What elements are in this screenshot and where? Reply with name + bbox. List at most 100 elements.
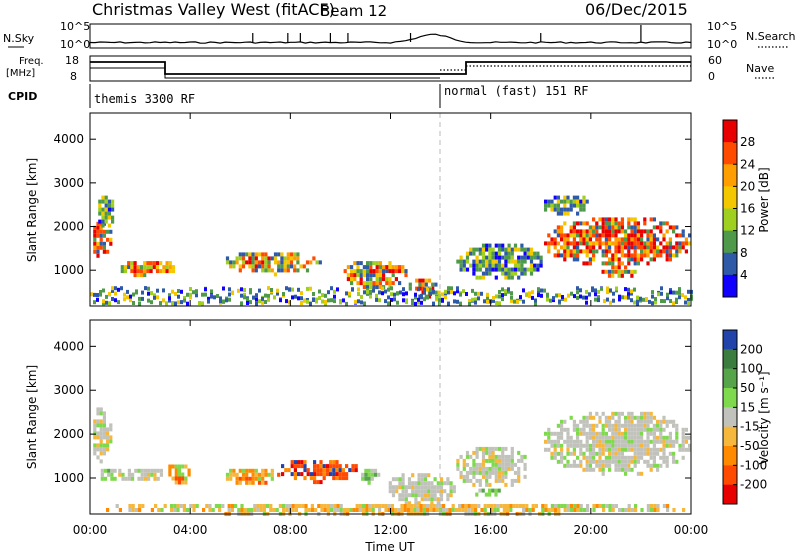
power-cell: [418, 294, 422, 299]
power-cell: [359, 269, 363, 274]
velocity-cell: [100, 472, 104, 477]
power-cell: [601, 249, 605, 254]
velocity-cell: [439, 493, 444, 498]
velocity-cell: [501, 454, 505, 459]
velocity-cell: [550, 455, 554, 460]
velocity-cell: [601, 435, 605, 440]
velocity-cell: [179, 504, 183, 508]
power-cell: [563, 199, 567, 204]
velocity-cell: [579, 447, 583, 452]
velocity-cell: [106, 435, 110, 440]
velocity-cell: [604, 431, 608, 436]
power-cell: [678, 295, 681, 300]
velocity-cell: [256, 508, 260, 512]
velocity-cell: [181, 464, 185, 469]
velocity-cell: [181, 472, 185, 477]
velocity-cell: [576, 427, 580, 432]
power-cell: [569, 241, 573, 246]
velocity-cell: [395, 485, 399, 490]
power-cell: [672, 225, 676, 230]
power-cell: [601, 241, 605, 246]
power-cell: [394, 265, 398, 270]
power-cell: [159, 301, 162, 306]
velocity-cell: [649, 431, 653, 436]
velocity-cell: [601, 459, 605, 464]
power-cell: [474, 300, 477, 305]
power-cell: [611, 265, 615, 270]
velocity-cell: [364, 468, 368, 473]
velocity-cell: [469, 470, 473, 475]
velocity-cell: [313, 460, 317, 465]
power-cell: [498, 294, 501, 299]
power-cell: [133, 273, 137, 278]
power-cell: [258, 299, 261, 304]
power-cell: [497, 263, 502, 268]
velocity-cell: [579, 459, 583, 464]
power-cell: [576, 257, 580, 262]
power-cell: [592, 249, 596, 254]
velocity-cell: [320, 504, 324, 508]
power-cell: [576, 286, 579, 291]
power-cell: [642, 297, 645, 302]
power-cell: [556, 225, 560, 230]
velocity-cell: [150, 472, 154, 477]
power-cell: [572, 237, 576, 242]
power-cell: [501, 243, 505, 248]
velocity-cell: [640, 415, 644, 420]
power-cell: [633, 253, 637, 258]
velocity-cell: [522, 504, 526, 508]
velocity-cell: [621, 508, 625, 512]
velocity-cell: [106, 443, 110, 448]
power-cell: [421, 282, 425, 287]
power-cell: [264, 260, 268, 265]
power-cell: [255, 293, 258, 298]
power-cell: [315, 297, 318, 302]
velocity-cell: [659, 423, 663, 428]
velocity-cell: [662, 459, 666, 464]
power-cell: [375, 277, 379, 282]
power-cell: [136, 273, 140, 278]
power-cell: [666, 292, 669, 297]
velocity-cell: [624, 463, 628, 468]
velocity-cell: [592, 504, 596, 508]
nave-trace-solid: [90, 67, 440, 79]
velocity-cell: [176, 508, 180, 512]
velocity-cell: [99, 407, 103, 412]
velocity-cell: [420, 497, 424, 502]
beam-label: Beam 12: [320, 2, 387, 20]
power-cell: [544, 241, 548, 246]
power-cell: [393, 297, 396, 302]
velocity-cell: [351, 464, 355, 469]
velocity-cell: [229, 468, 233, 473]
velocity-cell: [407, 481, 412, 486]
velocity-cell: [649, 467, 653, 472]
velocity-cell: [556, 423, 560, 428]
power-cell: [520, 271, 524, 276]
power-cell: [421, 278, 425, 283]
velocity-cell: [433, 489, 437, 494]
freq-right-tick-top: 60: [708, 54, 722, 67]
power-cell: [662, 233, 666, 238]
velocity-cell: [174, 476, 178, 481]
power-cell: [366, 265, 370, 270]
velocity-cell: [131, 508, 135, 512]
power-cell: [675, 225, 679, 230]
velocity-cell: [429, 504, 433, 508]
velocity-cell: [550, 443, 554, 448]
velocity-cell: [134, 508, 138, 512]
power-cell: [665, 229, 669, 234]
power-cell: [353, 277, 357, 282]
power-cell: [475, 267, 479, 272]
power-cell: [305, 268, 310, 273]
velocity-cell: [614, 423, 618, 428]
power-cell: [98, 211, 102, 216]
velocity-cell: [345, 472, 349, 477]
velocity-cell: [617, 423, 621, 428]
velocity-cell: [417, 477, 421, 482]
velocity-cell: [410, 504, 414, 508]
power-cell: [180, 289, 183, 294]
power-cell: [414, 292, 417, 297]
velocity-cell: [195, 504, 199, 508]
velocity-cell: [394, 508, 398, 512]
velocity-cell: [624, 459, 628, 464]
